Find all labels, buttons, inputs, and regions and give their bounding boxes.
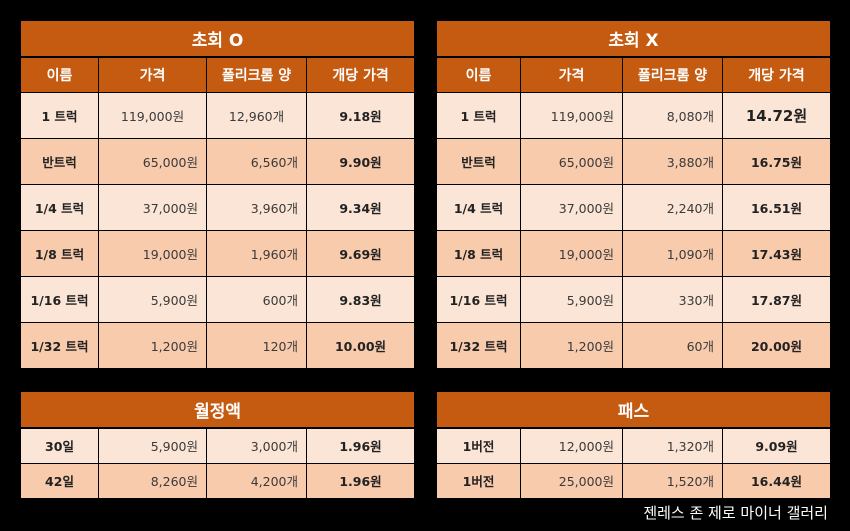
price-cell: 8,260원 <box>98 462 207 499</box>
polychrome-cell: 12,960개 <box>206 92 307 139</box>
name-cell: 반트럭 <box>436 138 521 185</box>
table-row: 반트럭 65,000원 6,560개 9.90원 <box>20 138 416 185</box>
price-cell: 37,000원 <box>520 184 623 231</box>
price-cell: 1,200원 <box>520 322 623 369</box>
column-header: 이름 <box>20 56 99 93</box>
table-row: 1/32 트럭 1,200원 60개 20.00원 <box>436 322 831 369</box>
polychrome-cell: 330개 <box>622 276 723 323</box>
price-cell: 5,900원 <box>98 276 207 323</box>
unit-price-cell: 16.51원 <box>722 184 831 231</box>
polychrome-cell: 1,960개 <box>206 230 307 277</box>
table-row: 30일 5,900원 3,000개 1.96원 <box>20 427 416 464</box>
table-row: 1/32 트럭 1,200원 120개 10.00원 <box>20 322 416 369</box>
unit-price-cell: 17.87원 <box>722 276 831 323</box>
table-row: 1 트럭 119,000원 8,080개 14.72원 <box>436 92 831 139</box>
unit-price-cell: 14.72원 <box>722 92 831 139</box>
name-cell: 1버전 <box>436 427 521 464</box>
price-cell: 65,000원 <box>520 138 623 185</box>
table-row: 1/16 트럭 5,900원 330개 17.87원 <box>436 276 831 323</box>
column-header: 이름 <box>436 56 521 93</box>
table-row: 1/8 트럭 19,000원 1,960개 9.69원 <box>20 230 416 277</box>
price-cell: 25,000원 <box>520 462 623 499</box>
column-header: 폴리크롬 양 <box>206 56 307 93</box>
unit-price-cell: 1.96원 <box>305 462 416 499</box>
polychrome-cell: 120개 <box>206 322 307 369</box>
name-cell: 1/8 트럭 <box>20 230 99 277</box>
table-row: 1버전 12,000원 1,320개 9.09원 <box>436 427 832 464</box>
name-cell: 30일 <box>20 427 99 464</box>
table-row: 1 트럭 119,000원 12,960개 9.18원 <box>20 92 416 139</box>
table-row: 1/16 트럭 5,900원 600개 9.83원 <box>20 276 416 323</box>
unit-price-cell: 16.75원 <box>722 138 831 185</box>
unit-price-cell: 20.00원 <box>722 322 831 369</box>
table-row: 1/4 트럭 37,000원 2,240개 16.51원 <box>436 184 831 231</box>
polychrome-cell: 1,090개 <box>622 230 723 277</box>
polychrome-cell: 1,520개 <box>622 462 723 499</box>
price-cell: 119,000원 <box>520 92 623 139</box>
unit-price-cell: 9.90원 <box>305 138 416 185</box>
table-title: 초회 X <box>436 20 831 58</box>
table-row: 1버전 25,000원 1,520개 16.44원 <box>436 462 832 499</box>
table-row: 1/4 트럭 37,000원 3,960개 9.34원 <box>20 184 416 231</box>
table-pass: 패스 1버전 12,000원 1,320개 9.09원 1버전 25,000원 1,520개 1… <box>435 391 832 499</box>
name-cell: 1/32 트럭 <box>20 322 99 369</box>
polychrome-cell: 3,880개 <box>622 138 723 185</box>
name-cell: 1 트럭 <box>20 92 99 139</box>
polychrome-cell: 60개 <box>622 322 723 369</box>
polychrome-cell: 3,000개 <box>206 427 307 464</box>
name-cell: 1 트럭 <box>436 92 521 139</box>
name-cell: 1/8 트럭 <box>436 230 521 277</box>
price-cell: 19,000원 <box>98 230 207 277</box>
unit-price-cell: 16.44원 <box>721 462 832 499</box>
table-row: 반트럭 65,000원 3,880개 16.75원 <box>436 138 831 185</box>
price-cell: 119,000원 <box>98 92 207 139</box>
price-cell: 12,000원 <box>520 427 623 464</box>
name-cell: 1/16 트럭 <box>20 276 99 323</box>
polychrome-cell: 6,560개 <box>206 138 307 185</box>
polychrome-cell: 600개 <box>206 276 307 323</box>
unit-price-cell: 1.96원 <box>305 427 416 464</box>
column-header: 가격 <box>98 56 207 93</box>
table-row: 42일 8,260원 4,200개 1.96원 <box>20 462 416 499</box>
polychrome-cell: 2,240개 <box>622 184 723 231</box>
table-title: 패스 <box>435 391 832 429</box>
name-cell: 1/32 트럭 <box>436 322 521 369</box>
column-header: 폴리크롬 양 <box>622 56 723 93</box>
price-cell: 5,900원 <box>520 276 623 323</box>
polychrome-cell: 1,320개 <box>622 427 723 464</box>
name-cell: 1/16 트럭 <box>436 276 521 323</box>
price-cell: 19,000원 <box>520 230 623 277</box>
table-title: 초회 O <box>19 20 416 58</box>
price-cell: 1,200원 <box>98 322 207 369</box>
unit-price-cell: 9.69원 <box>305 230 416 277</box>
table-row: 1/8 트럭 19,000원 1,090개 17.43원 <box>436 230 831 277</box>
unit-price-cell: 9.34원 <box>305 184 416 231</box>
name-cell: 1/4 트럭 <box>436 184 521 231</box>
table-chohoe-o: 초회 O 이름 가격 폴리크롬 양 개당 가격 1 트럭 119,000원 12,960개 9.… <box>19 20 416 369</box>
polychrome-cell: 3,960개 <box>206 184 307 231</box>
unit-price-cell: 10.00원 <box>305 322 416 369</box>
polychrome-cell: 4,200개 <box>206 462 307 499</box>
price-cell: 37,000원 <box>98 184 207 231</box>
unit-price-cell: 9.18원 <box>305 92 416 139</box>
table-monthly: 월정액 30일 5,900원 3,000개 1.96원 42일 8,260원 4,200개 1.… <box>19 391 416 499</box>
name-cell: 1버전 <box>436 462 521 499</box>
name-cell: 반트럭 <box>20 138 99 185</box>
price-cell: 65,000원 <box>98 138 207 185</box>
table-chohoe-x: 초회 X 이름 가격 폴리크롬 양 개당 가격 1 트럭 119,000원 8,080개 14.… <box>436 20 831 369</box>
unit-price-cell: 9.83원 <box>305 276 416 323</box>
column-header: 개당 가격 <box>722 56 831 93</box>
name-cell: 1/4 트럭 <box>20 184 99 231</box>
gallery-watermark: 젠레스 존 제로 마이너 갤러리 <box>643 504 828 522</box>
name-cell: 42일 <box>20 462 99 499</box>
column-header: 가격 <box>520 56 623 93</box>
table-title: 월정액 <box>19 391 416 429</box>
polychrome-cell: 8,080개 <box>622 92 723 139</box>
unit-price-cell: 17.43원 <box>722 230 831 277</box>
column-header: 개당 가격 <box>305 56 416 93</box>
unit-price-cell: 9.09원 <box>721 427 832 464</box>
price-cell: 5,900원 <box>98 427 207 464</box>
